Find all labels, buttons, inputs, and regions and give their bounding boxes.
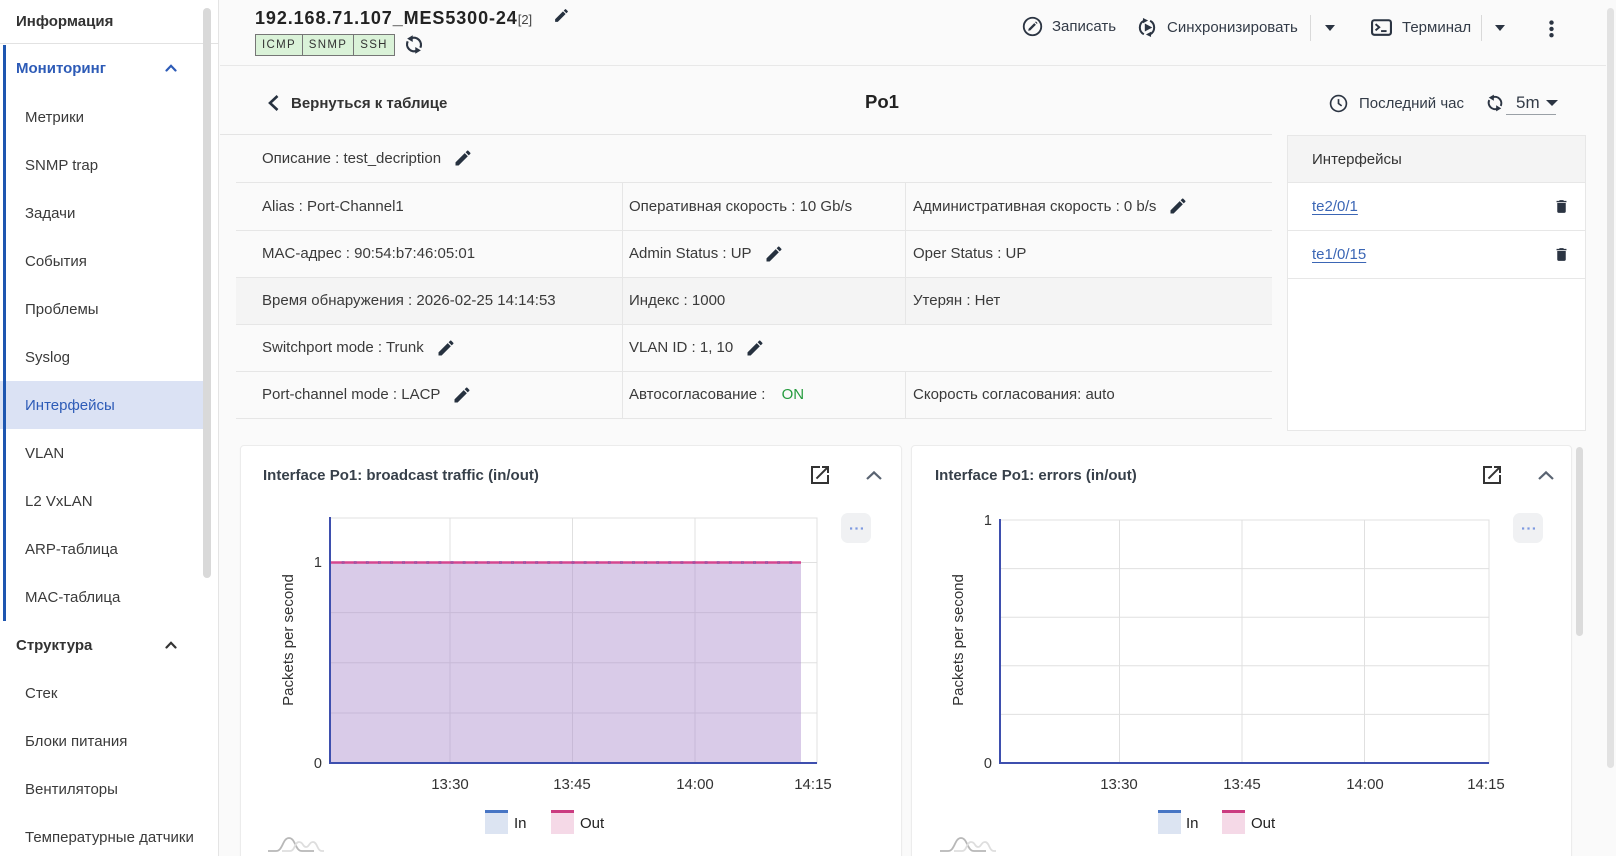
svg-text:0: 0 xyxy=(984,756,992,772)
svg-text:1: 1 xyxy=(984,513,992,529)
svg-text:Out: Out xyxy=(1251,815,1276,832)
svg-text:14:00: 14:00 xyxy=(1346,776,1384,793)
svg-text:In: In xyxy=(1186,815,1199,832)
svg-text:14:15: 14:15 xyxy=(1467,776,1505,793)
svg-text:1: 1 xyxy=(314,555,322,571)
svg-text:Packets per second: Packets per second xyxy=(280,574,297,706)
svg-text:Out: Out xyxy=(580,815,605,832)
svg-text:In: In xyxy=(514,815,527,832)
svg-text:13:30: 13:30 xyxy=(1100,776,1138,793)
svg-text:14:00: 14:00 xyxy=(676,776,714,793)
svg-text:0: 0 xyxy=(314,756,322,772)
svg-text:Packets per second: Packets per second xyxy=(950,574,967,706)
svg-text:13:45: 13:45 xyxy=(553,776,591,793)
svg-text:13:30: 13:30 xyxy=(431,776,469,793)
svg-text:13:45: 13:45 xyxy=(1223,776,1261,793)
svg-text:14:15: 14:15 xyxy=(794,776,832,793)
